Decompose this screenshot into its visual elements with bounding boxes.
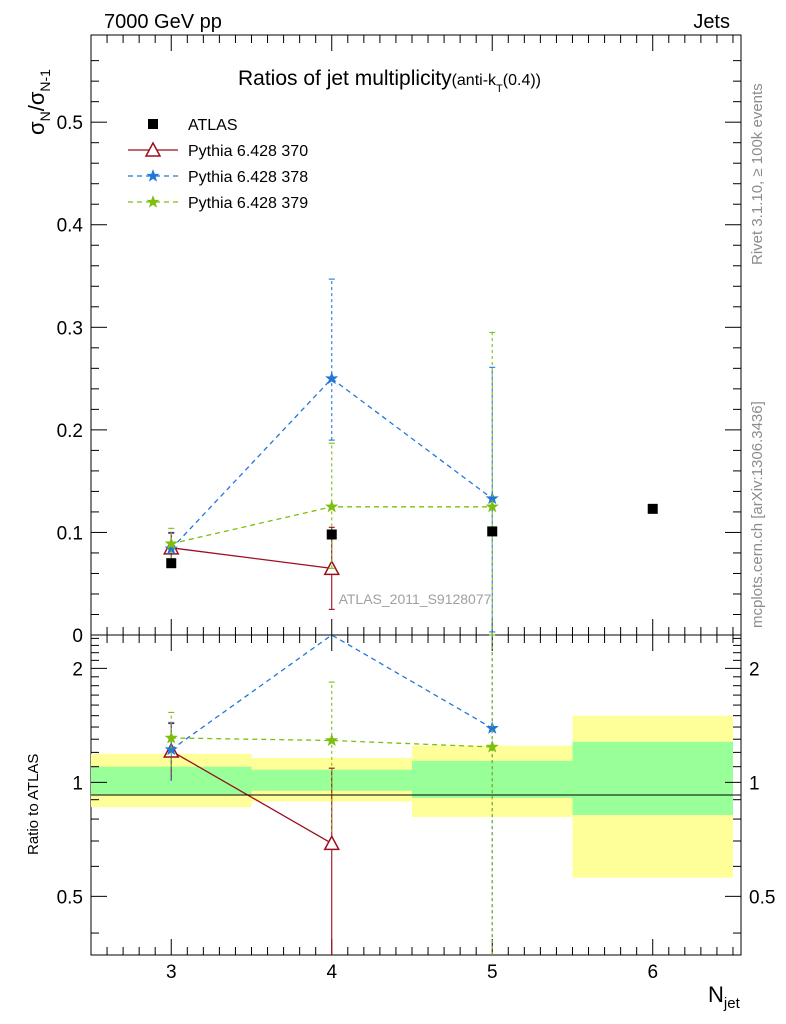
lower-line-Pythia 6.428 370 [170, 750, 333, 844]
legend-marker-1 [144, 141, 162, 157]
legend-label-1: Pythia 6.428 370 [188, 143, 308, 160]
lower-y-tick-label-left-1: 1 [72, 773, 83, 794]
upper-y-tick-label-0.5: 0.5 [57, 113, 83, 134]
lower-point-Pythia 6.428 379 [325, 733, 339, 746]
upper-point-Pythia 6.428 378 [325, 371, 339, 385]
upper-line-Pythia 6.428 370 [171, 547, 332, 569]
upper-point-ATLAS [487, 526, 498, 537]
chart-title-sub: T [496, 83, 503, 95]
legend-marker-2 [146, 169, 160, 182]
upper-series-layer [162, 278, 658, 636]
upper-point-ATLAS [166, 558, 177, 569]
lower-point-Pythia 6.428 379 [485, 740, 499, 753]
chart-title-paren: (anti-k [452, 72, 497, 89]
upper-y-tick-label-0.3: 0.3 [57, 318, 83, 339]
lower-y-tick-label-left-2: 2 [72, 659, 83, 680]
upper-y-axis-label: σN/σN-1 [24, 69, 53, 135]
legend-label-3: Pythia 6.428 379 [188, 195, 308, 212]
x-tick-label-6: 6 [647, 962, 658, 983]
lower-point-Pythia 6.428 379 [164, 731, 178, 744]
lower-point-Pythia 6.428 370 [323, 834, 340, 851]
upper-point-Pythia 6.428 379 [485, 499, 499, 513]
legend-marker-3 [146, 195, 160, 208]
upper-y-tick-label-0.2: 0.2 [57, 421, 83, 442]
lower-y-axis-label: Ratio to ATLAS [25, 754, 42, 855]
chart-title-paren-close: (0.4)) [503, 72, 541, 89]
lower-line-Pythia 6.428 378 [170, 634, 493, 751]
lower-series-layer [162, 634, 499, 955]
legend-label-2: Pythia 6.428 378 [188, 169, 308, 186]
green-band-3 [572, 741, 733, 815]
lower-y-tick-label-right-2: 2 [749, 659, 760, 680]
header-left: 7000 GeV pp [104, 11, 222, 33]
x-tick-label-3: 3 [166, 962, 177, 983]
upper-point-ATLAS [647, 503, 658, 514]
lower-y-tick-label-right-1: 1 [749, 773, 760, 794]
x-tick-label-5: 5 [487, 962, 498, 983]
upper-y-tick-label-0.4: 0.4 [57, 216, 84, 237]
x-tick-label-4: 4 [326, 962, 337, 983]
upper-point-Pythia 6.428 379 [325, 499, 339, 513]
lower-y-tick-label-right-0.5: 0.5 [749, 887, 775, 908]
mcplots-text: mcplots.cern.ch [arXiv:1306.3436] [749, 401, 766, 628]
analysis-watermark: ATLAS_2011_S9128077 [339, 591, 492, 607]
chart-title-main: Ratios of jet multiplicity [238, 67, 452, 90]
upper-y-tick-label-0.1: 0.1 [57, 523, 83, 544]
upper-point-ATLAS [326, 529, 337, 540]
chart-title: Ratios of jet multiplicity(anti-kT(0.4)) [238, 67, 541, 95]
rivet-version-text: Rivet 3.1.10, ≥ 100k events [749, 83, 766, 265]
axis-ticks: 3 4 5 6 0 0.1 0.2 0.3 0.4 0.5 0.5 0.5 1 1 2 2 [57, 35, 775, 983]
upper-y-tick-label-0: 0 [72, 626, 83, 647]
legend: ATLAS Pythia 6.428 370 Pythia 6.428 378 Pyt… [128, 117, 308, 212]
legend-label-0: ATLAS [188, 117, 238, 134]
legend-marker-0 [148, 119, 158, 129]
header-right: Jets [693, 11, 730, 33]
lower-y-tick-label-left-0.5: 0.5 [57, 887, 83, 908]
lower-uncertainty-bands [91, 715, 733, 878]
upper-point-Pythia 6.428 379 [164, 536, 178, 550]
x-axis-label: Njet [708, 982, 741, 1012]
